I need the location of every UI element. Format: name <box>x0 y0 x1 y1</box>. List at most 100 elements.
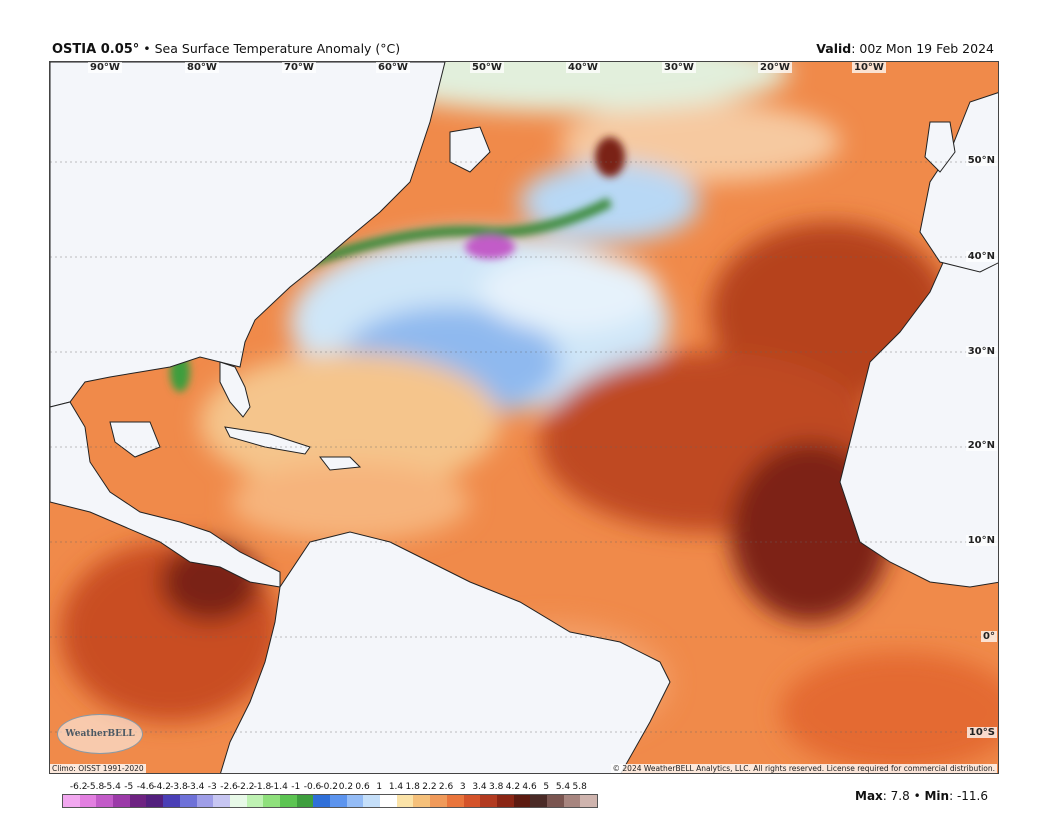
colorbar-tick-label: -1.8 <box>253 782 272 792</box>
colorbar-tick-label: -5.8 <box>86 782 105 792</box>
lon-label-40w: 40°W <box>566 62 600 73</box>
lat-label-10n: 10°N <box>965 535 997 546</box>
colorbar-swatch <box>263 795 280 807</box>
lat-label-30n: 30°N <box>965 346 997 357</box>
colorbar-swatch <box>63 795 80 807</box>
colorbar-tick-label: -4.2 <box>153 782 171 792</box>
colorbar-swatch <box>430 795 447 807</box>
map-canvas <box>50 62 998 773</box>
colorbar-tick-label: 2.6 <box>438 782 454 792</box>
colorbar-swatch <box>480 795 497 807</box>
lon-label-20w: 20°W <box>758 62 792 73</box>
degree-symbol: ° <box>132 42 140 57</box>
colorbar-tick-label: 3.4 <box>472 782 487 792</box>
colorbar-tick-label: -2.2 <box>236 782 255 792</box>
land-masses <box>50 62 998 773</box>
colorbar-swatch <box>363 795 381 807</box>
gulf-stream-band <box>170 137 625 392</box>
colorbar-tick-label: 0.6 <box>355 782 370 792</box>
colorbar-swatch <box>129 795 147 807</box>
lon-label-60w: 60°W <box>376 62 410 73</box>
colorbar-tick-label: 5.8 <box>572 782 587 792</box>
lon-label-10w: 10°W <box>852 62 886 73</box>
valid-label: Valid <box>816 41 852 56</box>
colorbar-swatch <box>279 795 297 807</box>
colorbar-swatch <box>246 795 264 807</box>
colorbar-swatch <box>380 795 397 807</box>
sst-anomaly-map <box>49 61 999 774</box>
colorbar-tick-label: 1.8 <box>405 782 420 792</box>
colorbar-swatch <box>96 795 114 807</box>
lat-label-50n: 50°N <box>965 155 997 166</box>
climo-note: Climo: OISST 1991-2020 <box>50 764 146 773</box>
colorbar-tick-label: -5 <box>124 782 134 792</box>
max-value: 7.8 <box>890 789 910 803</box>
colorbar-tick-label: 4.6 <box>522 782 537 792</box>
map-title: OSTIA 0.05° • Sea Surface Temperature An… <box>52 41 400 57</box>
colorbar <box>62 794 598 808</box>
colorbar-tick-label: 1.4 <box>388 782 404 792</box>
colorbar-tick-label: -0.2 <box>320 782 338 792</box>
colorbar-tick-label: -3.4 <box>186 782 205 792</box>
colorbar-swatch <box>196 795 214 807</box>
lon-label-90w: 90°W <box>88 62 122 73</box>
max-label: Max <box>855 789 883 803</box>
colorbar-swatch <box>163 795 180 807</box>
colorbar-tick-label: -0.6 <box>303 782 322 792</box>
valid-time: Valid: 00z Mon 19 Feb 2024 <box>816 41 994 56</box>
colorbar-tick-label: 4.2 <box>505 782 521 792</box>
colorbar-swatch <box>346 795 364 807</box>
colorbar-tick-label: -3.8 <box>170 782 188 792</box>
colorbar-swatch <box>330 795 347 807</box>
lat-label-equator: 0° <box>981 631 997 642</box>
product-name: OSTIA 0.05 <box>52 42 133 57</box>
colorbar-tick-label: -2.6 <box>220 782 238 792</box>
weatherbell-logo: WeatherBELL <box>57 714 143 754</box>
colorbar-swatch <box>546 795 564 807</box>
colorbar-tick-label: -1.4 <box>270 782 288 792</box>
lat-label-10s: 10°S <box>966 727 997 738</box>
colorbar-swatch <box>413 795 431 807</box>
colorbar-tick-label: 0.2 <box>338 782 354 792</box>
colorbar-tick-label: 5 <box>543 782 550 792</box>
min-label: Min <box>924 789 950 803</box>
min-value: -11.6 <box>956 789 988 803</box>
lon-label-30w: 30°W <box>662 62 696 73</box>
colorbar-swatch <box>496 795 514 807</box>
colorbar-swatch <box>530 795 547 807</box>
colorbar-tick-label: 3 <box>459 782 466 792</box>
colorbar-swatch <box>213 795 230 807</box>
colorbar-tick-label: 1 <box>376 782 383 792</box>
lon-label-50w: 50°W <box>470 62 504 73</box>
colorbar-tick-labels: -6.2 -5.8 -5.4 -5 -4.6 -4.2 -3.8 -3.4 -3 -2.6 -2.2… <box>53 782 743 794</box>
colorbar-tick-label: -5.4 <box>103 782 121 792</box>
colorbar-tick-label: 3.8 <box>489 782 504 792</box>
colorbar-swatch <box>580 795 597 807</box>
colorbar-swatch <box>146 795 164 807</box>
variable-name: Sea Surface Temperature Anomaly (°C) <box>154 41 401 56</box>
colorbar-swatch <box>179 795 197 807</box>
colorbar-tick-label: -4.6 <box>136 782 155 792</box>
colorbar-tick-label: -1 <box>291 782 301 792</box>
colorbar-swatch <box>79 795 97 807</box>
copyright-note: © 2024 WeatherBELL Analytics, LLC. All r… <box>610 764 997 773</box>
title-separator: • <box>143 41 151 56</box>
colorbar-swatch <box>563 795 581 807</box>
colorbar-swatch <box>396 795 414 807</box>
colorbar-swatch <box>313 795 330 807</box>
graticule <box>50 161 998 733</box>
colorbar-tick-label: 5.4 <box>555 782 571 792</box>
colorbar-tick-label: -6.2 <box>69 782 88 792</box>
colorbar-swatch <box>446 795 464 807</box>
lon-label-80w: 80°W <box>185 62 219 73</box>
lat-label-40n: 40°N <box>965 251 997 262</box>
colorbar-swatch <box>513 795 531 807</box>
lat-label-20n: 20°N <box>965 440 997 451</box>
colorbar-swatch <box>229 795 247 807</box>
colorbar-swatch <box>113 795 130 807</box>
max-min-stats: Max: 7.8 • Min: -11.6 <box>855 789 988 803</box>
lon-label-70w: 70°W <box>282 62 316 73</box>
colorbar-tick-label: -3 <box>207 782 217 792</box>
colorbar-tick-label: 2.2 <box>422 782 437 792</box>
valid-time-value: 00z Mon 19 Feb 2024 <box>859 41 994 56</box>
